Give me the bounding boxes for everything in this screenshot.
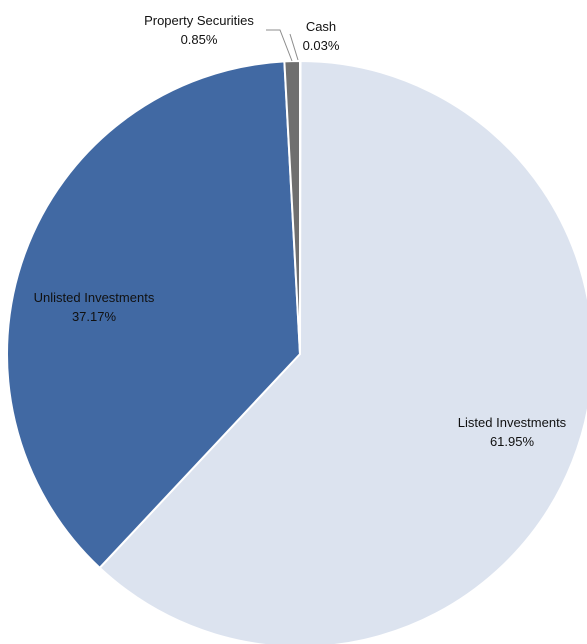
label-listed-investments-name: Listed Investments [458, 415, 567, 430]
label-unlisted-investments-value: 37.17% [72, 309, 117, 324]
label-cash-value: 0.03% [303, 38, 340, 53]
leader-lines [266, 29, 299, 62]
pie-slice-listed-investments [98, 60, 587, 644]
pie-slice-property-securities [283, 60, 301, 355]
pie-slice-unlisted-investments [6, 60, 301, 569]
label-property-securities-value: 0.85% [181, 32, 218, 47]
leader-line-property-securities [266, 29, 293, 62]
leader-line-cash [289, 33, 299, 61]
pie-slices [6, 59, 587, 644]
label-cash-name: Cash [306, 19, 336, 34]
label-property-securities-name: Property Securities [144, 13, 254, 28]
label-unlisted-investments-name: Unlisted Investments [34, 290, 155, 305]
label-listed-investments-value: 61.95% [490, 434, 535, 449]
data-labels: Property Securities 0.85% Cash 0.03% Unl… [34, 13, 567, 449]
